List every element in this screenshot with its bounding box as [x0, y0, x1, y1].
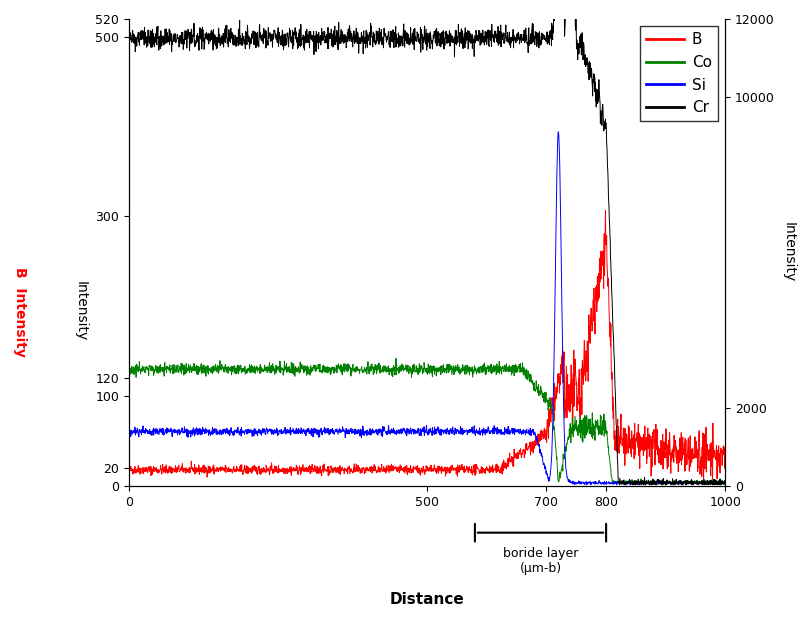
Si [124, 429, 134, 437]
X-axis label: Distance: Distance [390, 592, 464, 607]
Co [704, 480, 713, 488]
Text: B  Intensity: B Intensity [13, 267, 27, 356]
B [124, 465, 134, 472]
Co [124, 367, 134, 374]
Co [414, 360, 424, 368]
Si [721, 479, 730, 487]
Co [391, 354, 401, 362]
B [398, 465, 408, 473]
B [414, 464, 424, 472]
Co [721, 478, 730, 485]
Co [704, 479, 713, 487]
B [155, 467, 164, 474]
Si [398, 425, 408, 432]
Legend: B, Co, Si, Cr: B, Co, Si, Cr [640, 26, 718, 121]
Cr [155, 32, 164, 40]
Co [704, 477, 713, 485]
Y-axis label: Intensity: Intensity [782, 222, 796, 282]
Line: B: B [129, 211, 725, 478]
Si [704, 478, 713, 485]
Cr [615, 481, 625, 488]
Si [704, 479, 713, 487]
Line: Cr: Cr [129, 0, 725, 485]
B [699, 475, 708, 482]
Co [155, 368, 164, 375]
B [594, 270, 604, 277]
Cr [398, 31, 408, 39]
Cr [594, 76, 604, 83]
Cr [124, 36, 134, 44]
Co [594, 422, 604, 430]
B [704, 456, 713, 464]
Si [570, 481, 580, 488]
Line: Co: Co [129, 358, 725, 484]
Cr [414, 37, 424, 45]
Text: boride layer
(μm-b): boride layer (μm-b) [503, 547, 578, 574]
Cr [721, 477, 730, 485]
Co [399, 368, 409, 375]
Text: Intensity: Intensity [73, 282, 88, 341]
Si [414, 430, 424, 437]
Si [554, 128, 563, 136]
Cr [704, 481, 713, 488]
Line: Si: Si [129, 132, 725, 485]
Si [155, 425, 164, 432]
B [721, 464, 730, 471]
B [704, 450, 713, 457]
Si [594, 477, 604, 484]
B [600, 207, 610, 214]
Cr [704, 478, 713, 486]
